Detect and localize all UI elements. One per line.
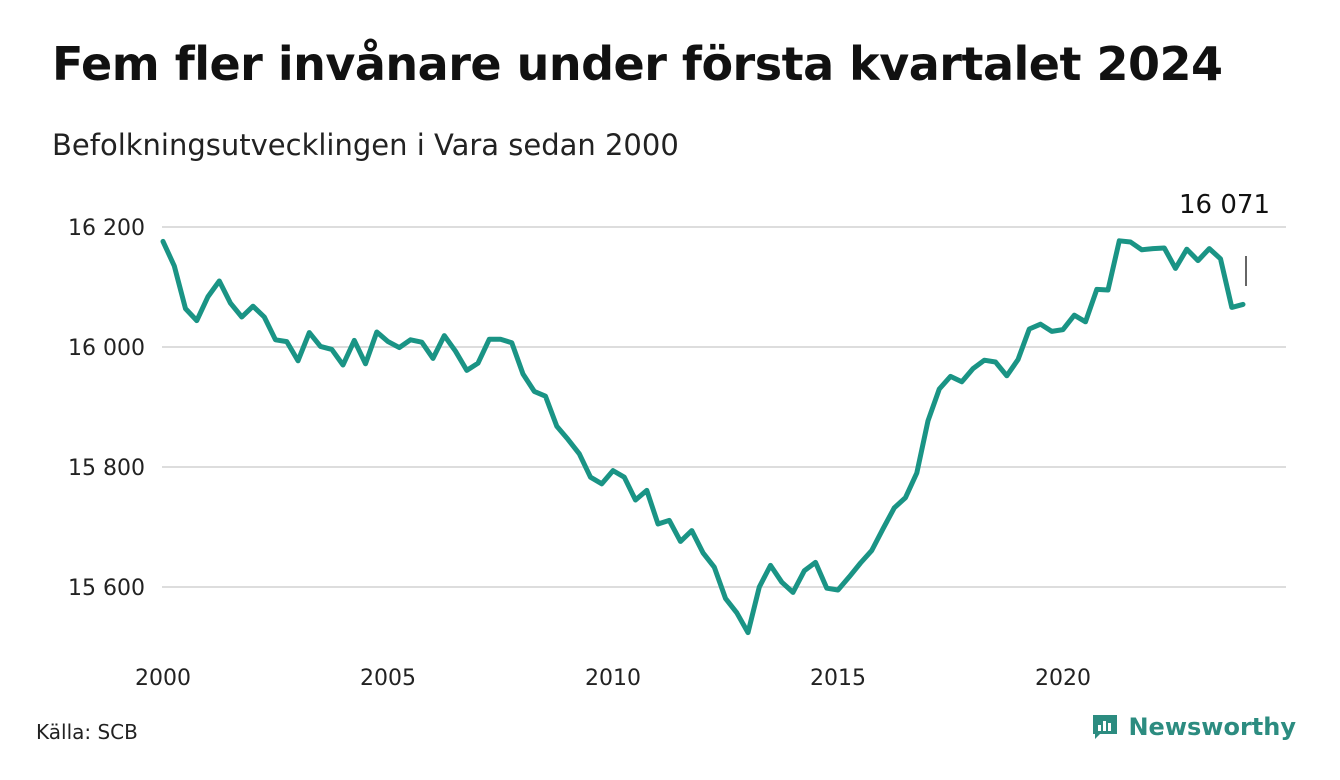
newsworthy-logo-icon (1093, 715, 1118, 739)
y-tick-label: 15 800 (68, 456, 145, 481)
x-tick-label: 2000 (135, 666, 191, 691)
x-axis-ticks: 2000 2005 2010 2015 2020 (135, 666, 1091, 691)
gridlines (162, 226, 1286, 588)
source-note: Källa: SCB (36, 720, 138, 744)
end-value-label: 16 071 (1179, 190, 1270, 220)
y-tick-label: 15 600 (68, 576, 145, 601)
x-tick-label: 2005 (360, 666, 416, 691)
brand-logo: Newsworthy (1090, 712, 1296, 742)
chart-subtitle: Befolkningsutvecklingen i Vara sedan 200… (52, 128, 679, 162)
brand-name: Newsworthy (1128, 713, 1296, 741)
y-tick-label: 16 000 (68, 336, 145, 361)
y-tick-label: 16 200 (68, 216, 145, 241)
x-tick-label: 2020 (1035, 666, 1091, 691)
series-line (160, 238, 1246, 636)
series-layer (160, 238, 1246, 636)
x-tick-label: 2015 (810, 666, 866, 691)
chart-title: Fem fler invånare under första kvartalet… (52, 37, 1223, 91)
end-label-layer: 16 071 (1179, 190, 1270, 286)
y-axis-ticks: 15 600 15 800 16 000 16 200 (68, 216, 145, 601)
x-tick-label: 2010 (585, 666, 641, 691)
